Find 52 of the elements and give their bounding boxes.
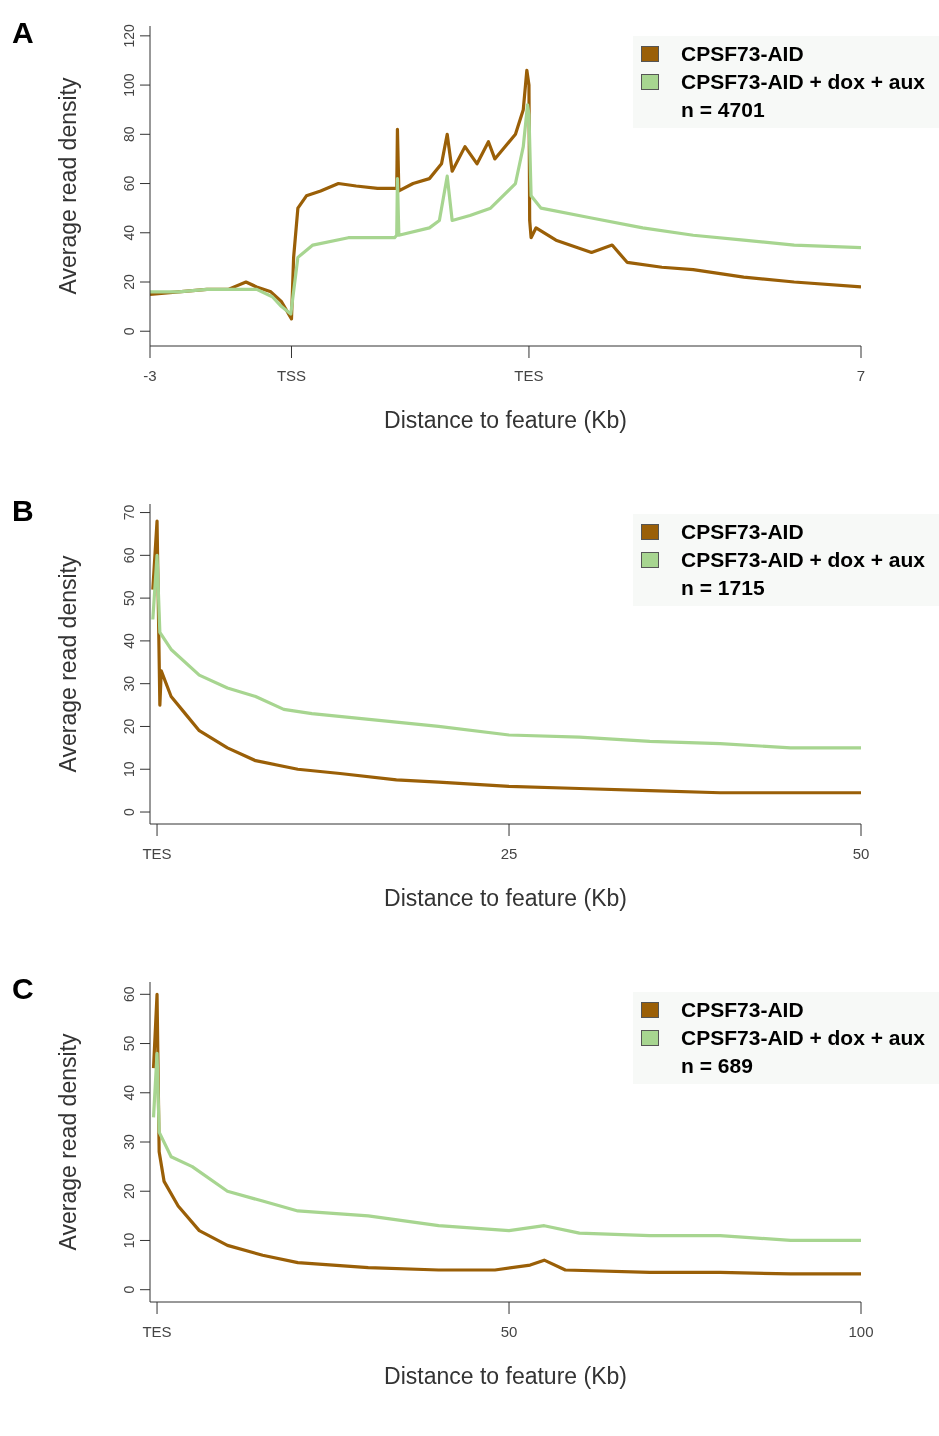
- y-tick-label: 20: [121, 1183, 137, 1200]
- x-tick-label: -3: [143, 366, 157, 384]
- y-tick-label: 70: [121, 504, 137, 521]
- x-tick-label: 50: [852, 844, 870, 862]
- x-axis-title: Distance to feature (Kb): [384, 407, 627, 433]
- y-tick-label: 10: [121, 1232, 137, 1249]
- x-tick-label: 50: [500, 1322, 518, 1340]
- x-tick-label: TSS: [276, 366, 307, 384]
- y-tick-label: 20: [121, 274, 137, 290]
- y-tick-label: 30: [121, 1134, 137, 1150]
- y-axis-title: Average read density: [55, 555, 82, 773]
- y-tick-label: 10: [121, 761, 137, 778]
- chart-title: A: [12, 16, 34, 50]
- y-axis-title: Average read density: [55, 77, 82, 295]
- legend-label: CPSF73-AID: [681, 41, 804, 67]
- legend-label: CPSF73-AID + dox + aux: [681, 547, 925, 573]
- x-tick-label: 100: [848, 1322, 874, 1340]
- x-axis-title: Distance to feature (Kb): [384, 885, 627, 911]
- chart-title: C: [12, 972, 34, 1006]
- y-axis-title: Average read density: [55, 1033, 82, 1251]
- x-tick-label: TES: [142, 1322, 172, 1340]
- y-tick-label: 60: [121, 986, 137, 1003]
- y-tick-label: 40: [121, 632, 137, 649]
- x-axis-title: Distance to feature (Kb): [384, 1363, 627, 1389]
- legend-label: CPSF73-AID: [681, 519, 804, 545]
- legend-label: CPSF73-AID + dox + aux: [681, 69, 925, 95]
- y-tick-label: 80: [121, 126, 137, 143]
- line-series: [151, 1051, 861, 1243]
- x-tick-label: 7: [856, 366, 866, 384]
- y-tick-label: 50: [121, 590, 137, 606]
- y-tick-label: 40: [121, 224, 137, 241]
- line-series: [150, 103, 861, 316]
- y-tick-label: 0: [121, 807, 137, 816]
- x-tick-label: TES: [142, 844, 172, 862]
- annotation: n = 4701: [681, 97, 766, 123]
- legend-label: CPSF73-AID: [681, 997, 804, 1023]
- chart-title: B: [12, 494, 34, 528]
- y-tick-label: 120: [121, 23, 137, 48]
- x-tick-label: TES: [514, 366, 544, 384]
- y-tick-label: 60: [121, 175, 137, 192]
- y-tick-label: 100: [121, 73, 137, 97]
- annotation: n = 1715: [681, 575, 766, 601]
- y-tick-label: 40: [121, 1084, 137, 1101]
- legend-label: CPSF73-AID + dox + aux: [681, 1025, 925, 1051]
- y-tick-label: 20: [121, 718, 137, 735]
- annotation: n = 689: [681, 1053, 754, 1079]
- y-tick-label: 0: [121, 327, 137, 336]
- y-tick-label: 60: [121, 547, 137, 564]
- y-tick-label: 0: [121, 1285, 137, 1294]
- x-tick-label: 25: [500, 844, 518, 862]
- y-tick-label: 30: [121, 675, 137, 692]
- y-tick-label: 50: [121, 1035, 137, 1052]
